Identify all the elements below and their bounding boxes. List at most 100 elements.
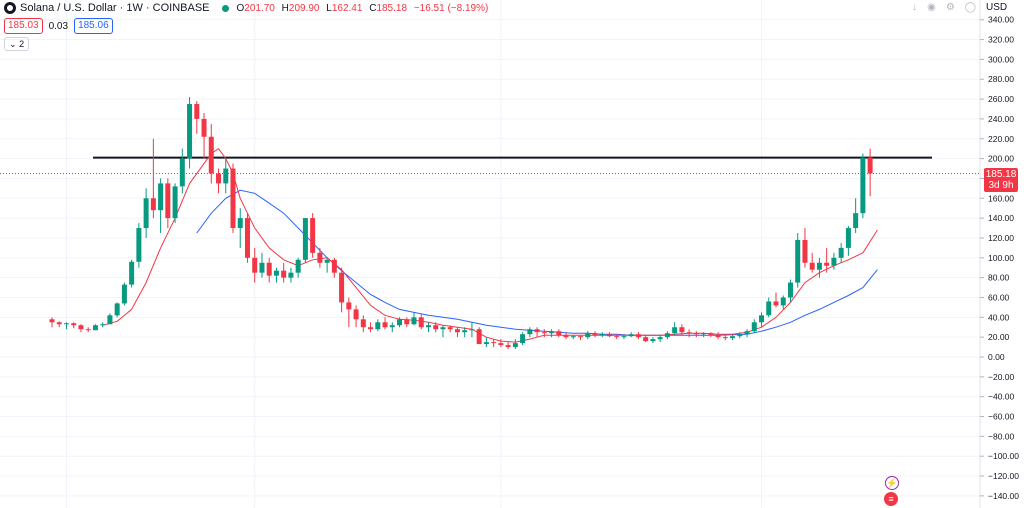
candle-body: [802, 239, 808, 263]
candle: [585, 331, 591, 340]
candle: [375, 319, 381, 332]
candle-body: [237, 218, 243, 229]
y-tick-label: 200.00: [988, 154, 1014, 164]
buy-price-button[interactable]: 185.06: [74, 18, 113, 34]
y-tick-label: 240.00: [988, 114, 1014, 124]
candle-body: [201, 118, 207, 137]
candle-body: [787, 282, 793, 298]
indicators-toggle-button[interactable]: ⌄ 2: [4, 37, 30, 51]
down-arrow-icon[interactable]: ↓: [912, 2, 918, 13]
candle: [860, 153, 866, 219]
candle-body: [773, 301, 779, 306]
us-flag-event-icon[interactable]: ≡: [884, 492, 898, 506]
candle-body: [809, 262, 815, 270]
candle-body: [404, 319, 410, 325]
candle-body: [107, 315, 113, 325]
candle: [353, 305, 359, 328]
candle: [360, 315, 366, 333]
candle: [418, 313, 424, 330]
candle-body: [339, 272, 345, 303]
candle-body: [701, 333, 707, 335]
chart-toolbar: ↓ ◉ ⚙ ◯: [912, 2, 976, 13]
candle-body: [780, 297, 786, 306]
y-tick-label: −120.00: [988, 471, 1019, 481]
candle-body: [751, 322, 757, 332]
candle-body: [317, 252, 323, 263]
last-price-label: 185.18 3d 9h: [984, 168, 1018, 192]
candle-body: [121, 284, 127, 304]
candle-body: [266, 262, 272, 276]
candle-body: [845, 228, 851, 248]
candle-body: [114, 303, 120, 316]
candle-body: [693, 333, 699, 335]
candle-body: [454, 329, 460, 333]
candle-body: [686, 332, 692, 334]
chart-grid: [0, 0, 980, 508]
y-tick-label: 220.00: [988, 134, 1014, 144]
y-tick-label: −40.00: [988, 392, 1015, 402]
candle: [599, 332, 605, 338]
candle-body: [389, 325, 395, 328]
spread-value: 0.03: [48, 20, 69, 32]
candle: [179, 148, 185, 194]
candle: [208, 123, 214, 184]
candle-body: [498, 343, 504, 346]
candle-body: [476, 329, 482, 345]
y-tick-label: 320.00: [988, 35, 1014, 45]
candle: [824, 247, 830, 273]
candle-body: [418, 317, 424, 328]
candle: [686, 329, 692, 338]
candle: [440, 325, 446, 338]
candle: [701, 332, 707, 338]
candle: [708, 332, 714, 338]
symbol-title[interactable]: Solana / U.S. Dollar · 1W · COINBASE: [20, 2, 210, 14]
candle-body: [100, 324, 106, 326]
sell-price-button[interactable]: 185.03: [4, 18, 43, 34]
candle: [237, 208, 243, 248]
eye-icon[interactable]: ◉: [927, 2, 936, 13]
y-tick-label: −60.00: [988, 412, 1015, 422]
candle: [773, 292, 779, 308]
candle-body: [483, 342, 489, 345]
candle-body: [216, 173, 222, 184]
y-tick-label: 340.00: [988, 15, 1014, 25]
candle-body: [635, 334, 641, 338]
chevron-down-icon: ⌄: [9, 39, 17, 49]
candle: [244, 213, 250, 263]
currency-label[interactable]: USD: [986, 2, 1008, 13]
candle-body: [179, 158, 185, 187]
candle: [816, 257, 822, 278]
y-tick-label: 260.00: [988, 94, 1014, 104]
settings-icon[interactable]: ⚙: [945, 2, 955, 13]
close-icon[interactable]: ◯: [964, 2, 976, 13]
candle-body: [679, 327, 685, 333]
y-tick-label: 40.00: [988, 312, 1010, 322]
candle-body: [606, 334, 612, 337]
candle-body: [208, 136, 214, 174]
ma-slow-path: [196, 189, 878, 336]
candle: [578, 335, 584, 341]
candle-body: [672, 327, 678, 334]
candle: [223, 158, 229, 194]
horizontal-line-drawing: [0, 156, 980, 174]
candle-body: [63, 323, 69, 325]
candle-body: [599, 334, 605, 336]
candle: [556, 329, 562, 338]
trade-panel: 185.03 0.03 185.06: [4, 18, 113, 34]
candle-body: [375, 322, 381, 330]
candle-body: [650, 339, 656, 342]
candle: [476, 327, 482, 345]
candle-body: [288, 272, 294, 278]
lightning-event-icon[interactable]: ⚡: [885, 476, 899, 490]
candle: [672, 322, 678, 336]
candle-body: [324, 259, 330, 263]
candle-body: [766, 301, 772, 316]
candle-body: [78, 325, 84, 330]
candle-body: [462, 330, 468, 333]
candle: [766, 297, 772, 318]
candle: [628, 332, 634, 338]
y-tick-label: 280.00: [988, 74, 1014, 84]
y-tick-label: 300.00: [988, 54, 1014, 64]
candle: [787, 279, 793, 303]
